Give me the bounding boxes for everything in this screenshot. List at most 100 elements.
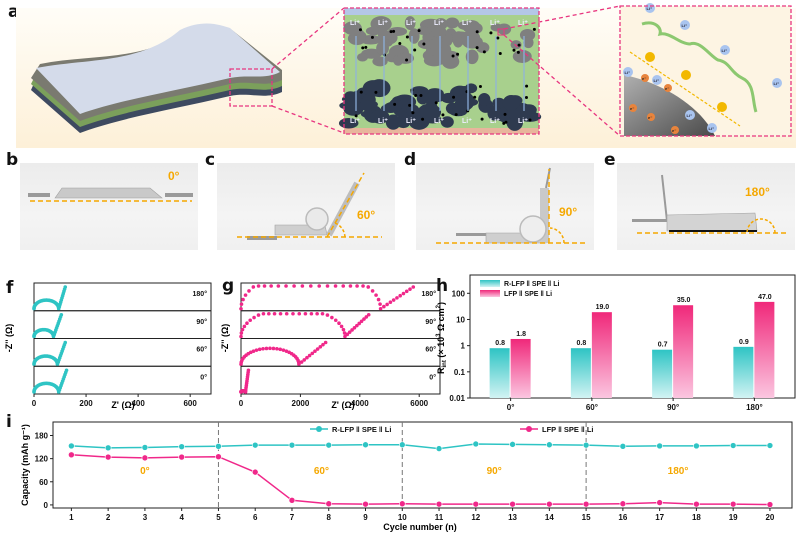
x-tick-label: 13 <box>508 513 517 522</box>
x-tick-label: 0 <box>32 399 37 408</box>
carbon-dot <box>478 85 482 89</box>
y-tick-label: 100 <box>452 289 466 298</box>
data-point <box>435 445 443 452</box>
nyquist-point <box>241 297 245 302</box>
nyquist-point <box>278 311 283 316</box>
angle-label-d: 90° <box>559 205 578 219</box>
carbon-dot <box>496 36 500 40</box>
bar-r-lfp <box>652 349 673 398</box>
data-point <box>546 441 553 449</box>
nyquist-point <box>300 284 305 288</box>
li-ion-particle <box>685 110 695 120</box>
nyquist-point <box>364 315 369 319</box>
electron-label: e⁻ <box>672 128 676 133</box>
nyquist-point <box>341 327 346 332</box>
bar-r-lfp <box>570 348 591 398</box>
data-point <box>251 441 259 449</box>
data-point <box>141 454 149 462</box>
nyquist-point <box>63 285 68 289</box>
stack-angle-label: 180° <box>193 290 208 298</box>
legend-marker <box>316 426 322 432</box>
li-ion-label: Li⁺ <box>709 126 715 131</box>
li-ion-label: Li⁺ <box>654 78 660 83</box>
x-tick-label: 8 <box>327 513 332 522</box>
cathode-particle <box>349 28 366 45</box>
li-ion-label: Li⁺ <box>518 118 528 125</box>
x-tick-label: 2 <box>106 513 111 522</box>
anode-particle <box>518 111 542 122</box>
panel-letter-c: c <box>205 150 216 170</box>
data-point <box>178 453 185 461</box>
nyquist-point <box>385 302 389 307</box>
nyquist-point <box>291 311 295 316</box>
anode-particle <box>424 91 447 103</box>
nyquist-point <box>261 346 265 351</box>
carbon-dot <box>475 46 479 50</box>
chart-g-ylabel: -Z'' (Ω) <box>220 324 230 353</box>
data-point <box>398 441 406 449</box>
plot-frame <box>52 421 793 509</box>
li-ion-label: Li⁺ <box>682 23 688 28</box>
carbon-dot <box>441 113 445 117</box>
cathode-particle <box>404 16 416 31</box>
carbon-dot <box>393 102 397 106</box>
polymer-chain <box>641 21 758 113</box>
li-ion-label: Li⁺ <box>350 118 360 125</box>
anode-particle <box>406 104 420 117</box>
data-point <box>693 442 700 450</box>
li-ion-label: Li⁺ <box>490 118 500 125</box>
cathode-particle <box>431 25 447 39</box>
carbon-dot <box>480 117 484 121</box>
li-ion-label: Li⁺ <box>378 118 388 125</box>
cathode-particle <box>461 30 481 45</box>
nyquist-point <box>292 284 296 288</box>
carbon-dot <box>434 101 438 105</box>
anode-particle <box>370 109 390 124</box>
nyquist-point <box>357 321 362 326</box>
nyquist-point <box>264 346 269 351</box>
bar-r-lfp <box>489 348 510 398</box>
carbon-dot <box>482 50 486 54</box>
nyquist-point <box>348 284 353 288</box>
chart-f-xlabel: Z' (Ω) <box>111 400 134 410</box>
nyquist-point <box>362 317 366 321</box>
x-tick-label: 0° <box>507 403 515 410</box>
anode-particle <box>502 94 520 111</box>
nyquist-point <box>376 297 381 302</box>
electron-particle <box>641 74 649 82</box>
carbon-dot <box>405 35 409 39</box>
x-tick-label: 16 <box>618 513 627 522</box>
nyquist-subpanel <box>240 365 441 395</box>
nyquist-point <box>278 347 283 352</box>
carbon-dot <box>525 84 529 88</box>
data-point <box>325 441 333 449</box>
plot-frame <box>469 274 796 399</box>
nyquist-point <box>64 368 69 373</box>
nyquist-point <box>243 293 248 297</box>
li-ion-particle <box>720 45 730 55</box>
x-tick-label: 600 <box>183 399 197 408</box>
nyquist-point <box>268 346 272 351</box>
nyquist-point <box>374 293 378 297</box>
data-point <box>509 500 516 508</box>
electron-label: e⁻ <box>630 106 634 111</box>
anode-particle <box>343 100 364 116</box>
li-ion-label: Li⁺ <box>462 118 472 125</box>
li-ion-label: Li⁺ <box>774 81 780 86</box>
nyquist-point <box>276 284 281 288</box>
electron-label: e⁻ <box>642 76 646 81</box>
anode-particle <box>456 97 479 107</box>
x-tick-label: 200 <box>79 399 93 408</box>
data-point <box>104 444 112 452</box>
carbon-dot <box>517 43 521 47</box>
li-ion-particle <box>623 67 633 77</box>
nyquist-point <box>361 284 365 288</box>
x-tick-label: 17 <box>655 513 664 522</box>
carbon-dot <box>354 114 358 118</box>
x-tick-label: 11 <box>435 513 444 522</box>
bar-lfp <box>591 312 612 398</box>
series-line <box>71 443 770 450</box>
nyquist-point <box>267 311 271 316</box>
x-tick-label: 19 <box>729 513 738 522</box>
y-tick-label: 0 <box>44 501 49 510</box>
